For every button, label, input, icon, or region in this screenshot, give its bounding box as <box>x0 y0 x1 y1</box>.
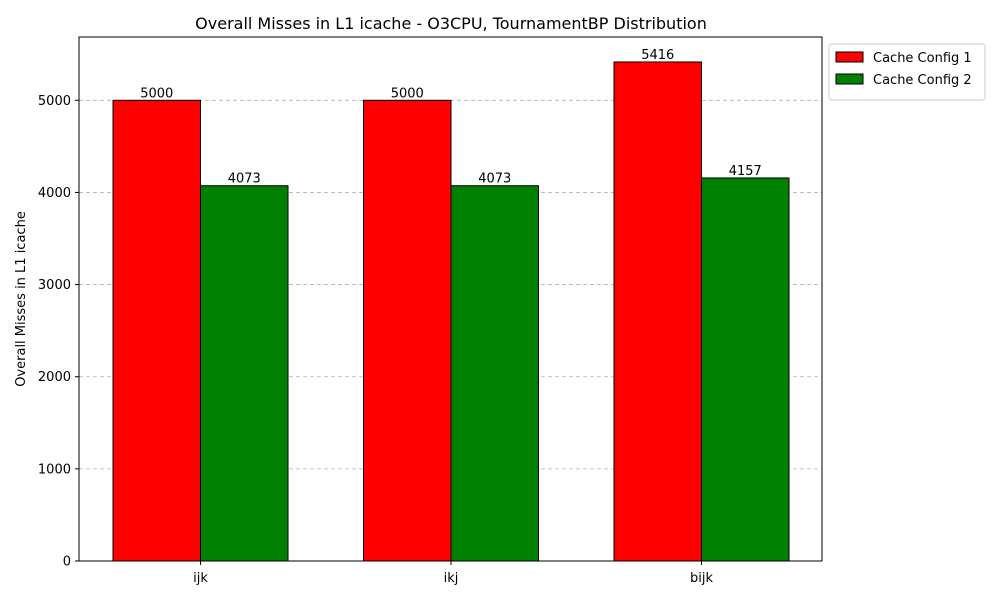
legend-label-series-2: Cache Config 2 <box>873 73 972 88</box>
legend-label-series-1: Cache Config 1 <box>873 51 972 66</box>
data-label-ijk-series-2: 4073 <box>228 172 261 187</box>
data-label-bijk-series-1: 5416 <box>641 48 674 63</box>
y-tick-label-0: 0 <box>63 555 71 570</box>
bar-ikj-series-1 <box>363 99 452 562</box>
bars <box>112 61 790 562</box>
bar-bijk-series-1 <box>613 61 702 562</box>
legend-swatch-series-1 <box>835 51 864 63</box>
y-tick-label-2: 2000 <box>38 370 71 385</box>
axes: 0 1000 2000 3000 4000 5000 ijk ikj bijk <box>38 36 823 586</box>
chart-title: Overall Misses in L1 icache - O3CPU, Tou… <box>195 14 707 33</box>
y-tick-label-5: 5000 <box>38 94 71 109</box>
data-label-ikj-series-1: 5000 <box>391 86 424 101</box>
y-tick-label-4: 4000 <box>38 186 71 201</box>
data-labels: 5000 4073 5000 4073 5416 4157 <box>140 48 762 187</box>
y-axis-label: Overall Misses in L1 icache <box>14 211 29 387</box>
y-tick-label-3: 3000 <box>38 278 71 293</box>
y-tick-label-1: 1000 <box>38 462 71 477</box>
data-label-bijk-series-2: 4157 <box>729 164 762 179</box>
x-tick-label-ikj: ikj <box>444 571 459 586</box>
bar-ijk-series-1 <box>112 99 201 562</box>
bar-ikj-series-2 <box>450 185 539 562</box>
x-tick-label-ijk: ijk <box>193 571 208 586</box>
data-label-ikj-series-2: 4073 <box>478 172 511 187</box>
bar-ijk-series-2 <box>200 185 289 562</box>
x-tick-label-bijk: bijk <box>690 571 713 586</box>
bar-bijk-series-2 <box>701 177 790 562</box>
legend-swatch-series-2 <box>835 73 864 85</box>
legend: Cache Config 1 Cache Config 2 <box>828 43 986 101</box>
legend-box <box>828 43 986 101</box>
data-label-ijk-series-1: 5000 <box>140 86 173 101</box>
